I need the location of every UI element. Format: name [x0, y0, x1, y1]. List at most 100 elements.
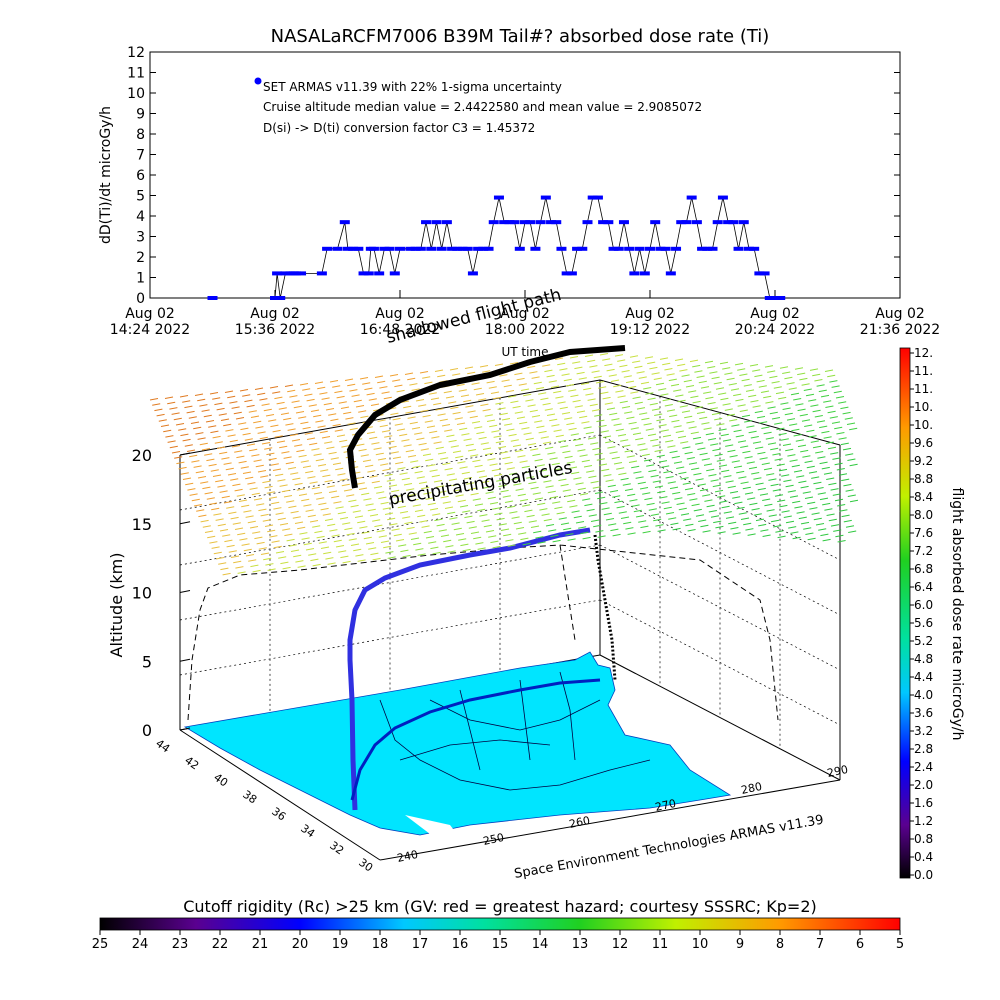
lat-tick-label: 34 — [298, 822, 317, 841]
particle-dash — [524, 509, 533, 513]
particle-dash — [238, 422, 247, 425]
data-point — [775, 296, 786, 300]
particle-dash — [208, 502, 218, 505]
y-tick-label: 4 — [136, 209, 145, 225]
particle-dash — [458, 389, 467, 392]
particle-dash — [152, 403, 161, 406]
particle-dash — [470, 492, 479, 496]
particle-dash — [759, 493, 769, 496]
particle-dash — [411, 427, 421, 430]
particle-dash — [590, 519, 600, 522]
particle-dash — [236, 455, 245, 459]
particle-dash — [306, 437, 316, 440]
particle-dash — [610, 528, 619, 532]
particle-dash — [413, 542, 422, 546]
particle-dash — [531, 376, 540, 379]
particle-dash — [641, 453, 650, 457]
particle-dash — [710, 479, 719, 482]
particle-dash — [749, 364, 759, 367]
lon-tick-label: 270 — [654, 797, 677, 814]
data-point — [660, 246, 671, 251]
particle-dash — [726, 377, 735, 381]
particle-dash — [825, 441, 834, 444]
particle-dash — [176, 461, 185, 465]
particle-dash — [197, 476, 207, 479]
flight-ground-track — [350, 678, 601, 801]
particle-dash — [447, 550, 456, 553]
particle-dash — [519, 421, 528, 425]
particle-dash — [633, 509, 642, 513]
particle-dash — [304, 432, 313, 435]
particle-dash — [669, 486, 679, 490]
particle-dash — [273, 545, 282, 549]
particle-dash — [714, 453, 723, 457]
particle-dash — [313, 453, 322, 456]
particle-dash — [407, 377, 416, 381]
particle-dash — [174, 456, 183, 459]
particle-dash — [659, 496, 668, 499]
particle-dash — [262, 519, 271, 522]
particle-dash — [567, 538, 576, 541]
particle-dash — [565, 533, 574, 536]
particle-dash — [725, 444, 734, 447]
particle-dash — [167, 401, 176, 405]
particle-dash — [516, 416, 526, 419]
particle-dash — [737, 440, 747, 443]
particle-dash — [399, 433, 408, 437]
particle-dash — [485, 530, 495, 533]
particle-dash — [458, 538, 467, 541]
projection-dashed — [187, 544, 779, 721]
particle-dash — [403, 405, 412, 409]
particle-dash — [662, 362, 671, 366]
particle-dash — [666, 373, 675, 376]
data-point — [353, 246, 364, 251]
particle-dash — [795, 403, 804, 406]
particle-dash — [826, 477, 835, 480]
particle-dash — [473, 387, 482, 391]
particle-dash — [849, 463, 858, 467]
particle-dash — [538, 392, 547, 395]
particle-dash — [410, 498, 419, 502]
particle-dash — [389, 523, 398, 526]
particle-dash — [232, 522, 241, 525]
particle-dash — [623, 375, 632, 378]
particle-dash — [434, 369, 444, 372]
y-tick-label: 3 — [136, 230, 145, 246]
particle-dash — [582, 536, 591, 540]
data-point — [655, 246, 666, 251]
data-point — [405, 246, 416, 251]
right-tick-label: 10. — [914, 418, 933, 432]
particle-dash — [444, 506, 454, 509]
particle-dash — [617, 434, 627, 437]
particle-dash — [720, 397, 729, 401]
particle-dash — [306, 398, 315, 402]
particle-dash — [776, 427, 785, 431]
particle-dash — [494, 512, 503, 516]
particle-dash — [556, 511, 565, 515]
particle-dash — [576, 371, 585, 375]
lon-tick-label: 280 — [740, 780, 763, 797]
particle-dash — [549, 457, 558, 460]
x-tick-label-time: 19:12 2022 — [610, 322, 690, 338]
particle-dash — [832, 493, 841, 496]
particle-dash — [450, 406, 459, 410]
particle-dash — [234, 450, 243, 453]
particle-dash — [245, 476, 254, 480]
particle-dash — [706, 504, 715, 508]
particle-dash — [745, 389, 755, 392]
particle-dash — [467, 410, 476, 413]
particle-dash — [840, 406, 849, 410]
particle-dash — [788, 526, 797, 529]
shadow-flight-path — [346, 345, 626, 489]
particle-dash — [356, 482, 365, 485]
particle-dash — [611, 418, 620, 421]
particle-dash — [494, 363, 504, 366]
particle-dash — [727, 449, 736, 453]
particle-dash — [432, 513, 441, 516]
particle-dash — [815, 523, 825, 526]
particle-dash — [383, 396, 392, 400]
particle-dash — [766, 509, 775, 512]
particle-dash — [842, 411, 851, 415]
particle-dash — [771, 417, 781, 420]
